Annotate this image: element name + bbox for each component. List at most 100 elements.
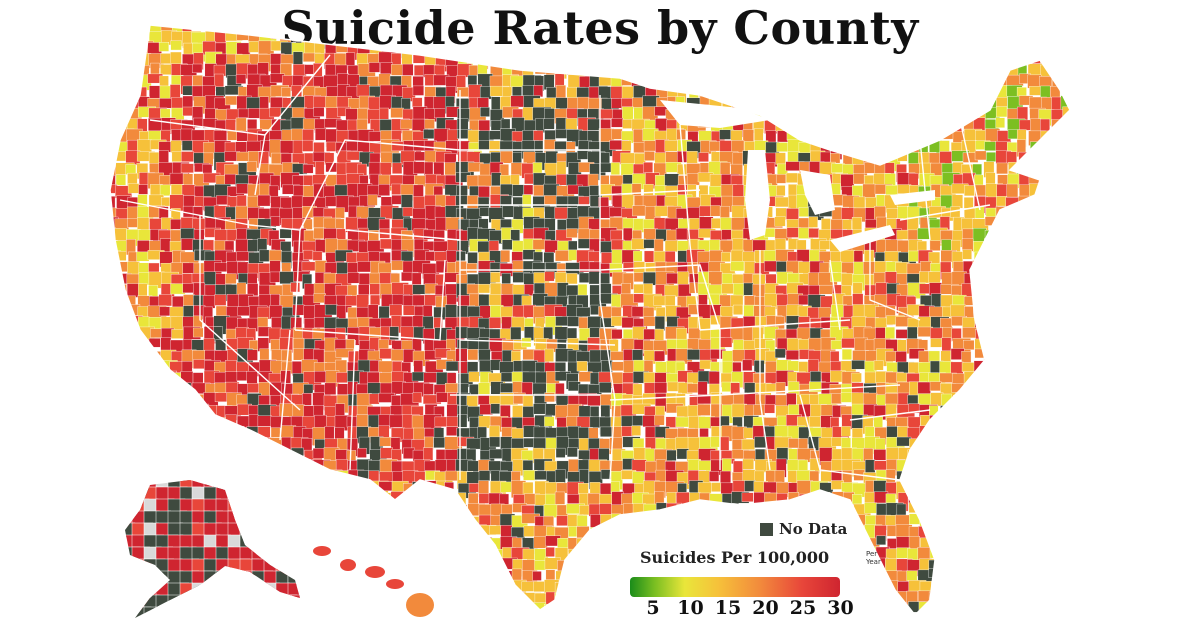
county-tile	[865, 31, 880, 46]
county-tile	[1061, 282, 1070, 297]
county-tile	[347, 317, 358, 329]
county-tile	[796, 25, 816, 38]
county-tile	[697, 515, 715, 526]
county-tile	[941, 613, 961, 615]
county-tile	[335, 207, 345, 219]
county-tile	[941, 579, 958, 593]
county-tile	[1073, 338, 1090, 350]
county-tile	[797, 537, 817, 549]
county-tile	[117, 437, 130, 452]
county-tile	[644, 524, 664, 536]
county-tile	[138, 381, 156, 398]
county-tile	[1049, 130, 1066, 144]
county-tile	[110, 524, 114, 542]
county-tile	[1028, 262, 1041, 273]
county-tile	[797, 118, 816, 135]
county-tile	[962, 249, 972, 260]
county-tile	[1061, 547, 1070, 560]
county-tile	[117, 405, 137, 417]
county-tile	[1039, 516, 1056, 526]
county-tile	[500, 150, 513, 164]
county-tile	[346, 537, 365, 552]
county-tile	[950, 405, 969, 419]
county-tile	[962, 493, 974, 513]
county-tile	[874, 96, 886, 110]
county-tile	[942, 96, 953, 111]
county-tile	[246, 97, 262, 110]
county-tile	[160, 447, 177, 464]
county-tile	[268, 249, 282, 263]
county-tile	[1072, 218, 1088, 227]
county-tile	[258, 459, 278, 473]
county-tile	[378, 593, 394, 608]
county-tile	[1050, 580, 1068, 599]
county-tile	[1007, 282, 1023, 293]
county-tile	[347, 526, 367, 544]
county-tile	[797, 107, 809, 122]
county-tile	[1028, 219, 1046, 237]
county-tile	[236, 514, 252, 527]
county-tile	[1029, 328, 1041, 342]
county-tile	[1052, 591, 1065, 607]
county-tile	[930, 536, 942, 553]
county-tile	[125, 534, 133, 549]
county-tile	[897, 106, 916, 124]
county-tile	[1072, 294, 1087, 304]
county-tile	[577, 25, 595, 38]
county-tile	[1062, 130, 1070, 144]
county-tile	[620, 30, 636, 49]
county-tile	[524, 32, 539, 50]
county-tile	[358, 284, 370, 296]
county-tile	[125, 486, 136, 506]
county-tile	[490, 560, 501, 577]
county-tile	[269, 25, 286, 31]
county-tile	[1073, 163, 1085, 172]
county-tile	[545, 41, 558, 55]
county-tile	[466, 537, 482, 547]
county-tile	[1027, 228, 1038, 238]
county-tile	[446, 129, 459, 142]
county-tile	[1018, 370, 1036, 385]
county-tile	[368, 614, 387, 615]
county-tile	[787, 360, 799, 372]
county-tile	[821, 492, 831, 505]
county-tile	[577, 557, 589, 576]
county-tile	[280, 471, 298, 491]
county-tile	[1006, 206, 1026, 217]
county-tile	[818, 40, 836, 58]
county-tile	[110, 382, 121, 401]
county-tile	[863, 568, 876, 586]
county-tile	[259, 481, 273, 492]
county-tile	[632, 41, 651, 56]
county-tile	[303, 580, 318, 597]
county-tile	[391, 546, 406, 563]
county-tile	[996, 25, 1014, 31]
county-tile	[983, 525, 999, 544]
county-tile	[213, 436, 228, 455]
county-tile	[203, 591, 221, 605]
county-tile	[940, 42, 953, 56]
county-tile	[390, 29, 406, 48]
county-tile	[950, 438, 968, 457]
county-tile	[1006, 304, 1020, 316]
county-tile	[930, 513, 942, 533]
county-tile	[257, 62, 269, 76]
county-tile	[117, 414, 130, 430]
county-tile	[488, 317, 502, 329]
county-tile	[908, 458, 924, 473]
county-tile	[1074, 86, 1088, 101]
county-tile	[478, 579, 498, 591]
county-tile	[908, 130, 925, 149]
county-tile	[115, 86, 129, 103]
county-tile	[599, 570, 617, 587]
county-tile	[110, 196, 116, 211]
county-tile	[565, 614, 579, 615]
county-tile	[1040, 228, 1058, 248]
county-tile	[719, 140, 733, 152]
county-tile	[1016, 481, 1028, 495]
county-tile	[588, 535, 600, 554]
county-tile	[237, 306, 252, 316]
county-tile	[227, 486, 245, 503]
county-tile	[974, 75, 984, 88]
county-tile	[950, 75, 969, 93]
